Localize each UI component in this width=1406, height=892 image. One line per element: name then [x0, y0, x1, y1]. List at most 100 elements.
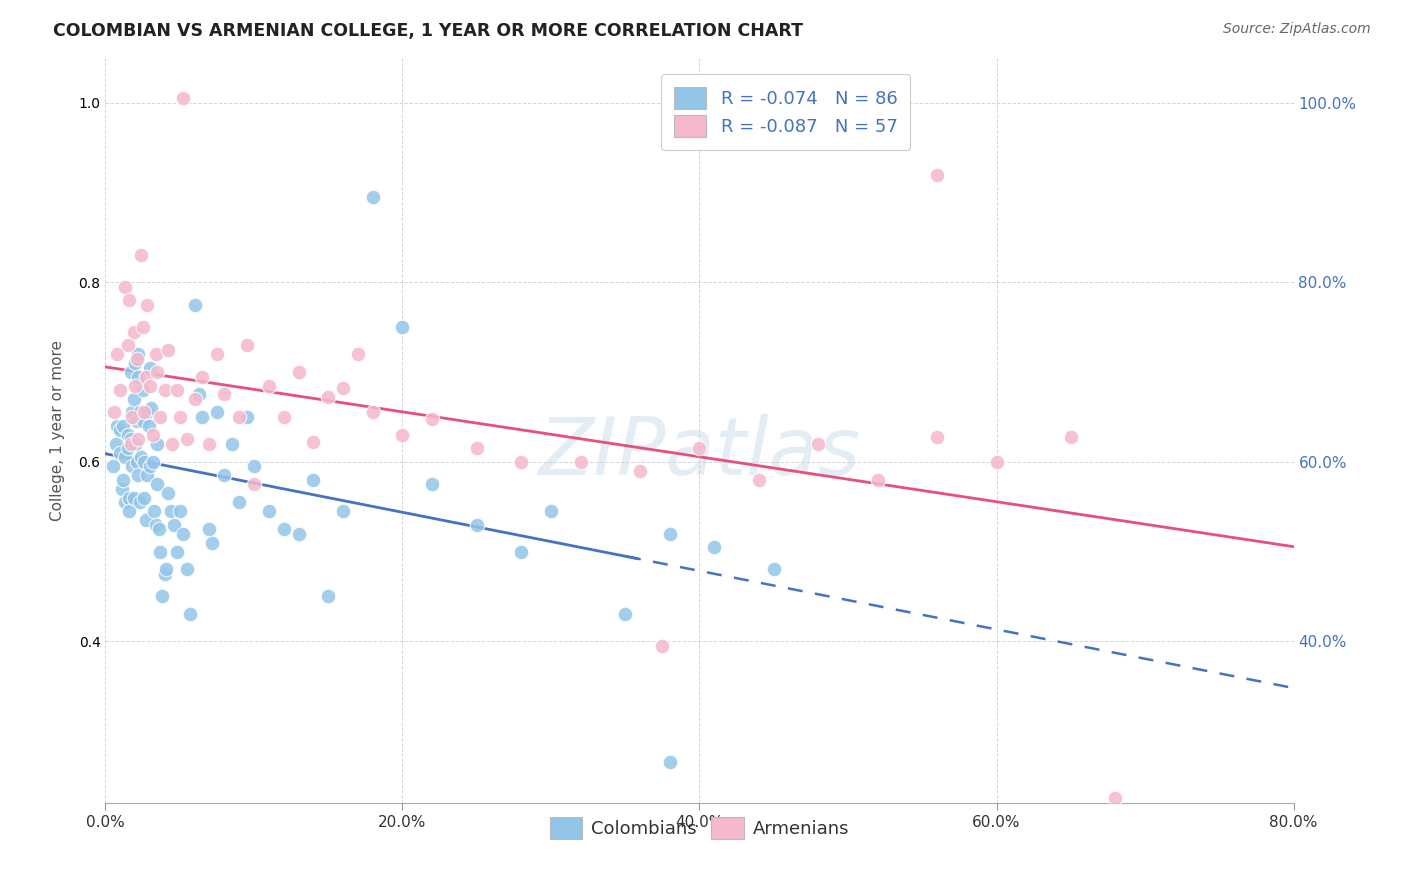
- Point: [139, 360, 162, 375]
- Point: [128, 495, 150, 509]
- Point: [391, 320, 413, 334]
- Point: [149, 409, 172, 424]
- Point: [228, 495, 250, 509]
- Point: [540, 504, 562, 518]
- Point: [131, 383, 153, 397]
- Point: [155, 562, 177, 576]
- Point: [162, 437, 184, 451]
- Point: [149, 544, 172, 558]
- Point: [146, 365, 169, 379]
- Point: [143, 504, 166, 518]
- Y-axis label: College, 1 year or more: College, 1 year or more: [49, 340, 65, 521]
- Point: [125, 414, 148, 428]
- Point: [807, 437, 830, 451]
- Point: [117, 428, 139, 442]
- Point: [703, 540, 725, 554]
- Point: [243, 477, 266, 491]
- Point: [866, 473, 889, 487]
- Point: [191, 369, 214, 384]
- Point: [176, 562, 198, 576]
- Point: [105, 347, 128, 361]
- Point: [136, 468, 159, 483]
- Point: [614, 607, 637, 622]
- Point: [142, 455, 165, 469]
- Point: [228, 409, 250, 424]
- Point: [146, 437, 169, 451]
- Point: [127, 369, 149, 384]
- Point: [131, 320, 153, 334]
- Point: [1060, 430, 1083, 444]
- Point: [748, 473, 770, 487]
- Point: [172, 91, 194, 105]
- Point: [111, 482, 134, 496]
- Point: [332, 381, 354, 395]
- Point: [121, 459, 143, 474]
- Point: [114, 495, 136, 509]
- Point: [101, 459, 124, 474]
- Point: [118, 293, 141, 308]
- Point: [153, 383, 176, 397]
- Point: [124, 437, 146, 451]
- Point: [110, 383, 132, 397]
- Point: [510, 455, 533, 469]
- Point: [121, 409, 143, 424]
- Point: [361, 405, 384, 419]
- Point: [166, 383, 188, 397]
- Point: [122, 325, 145, 339]
- Point: [205, 347, 228, 361]
- Point: [136, 405, 159, 419]
- Point: [361, 190, 384, 204]
- Point: [510, 544, 533, 558]
- Point: [135, 369, 157, 384]
- Point: [628, 464, 651, 478]
- Point: [569, 455, 592, 469]
- Point: [132, 491, 155, 505]
- Point: [129, 248, 152, 262]
- Point: [391, 428, 413, 442]
- Point: [658, 526, 681, 541]
- Point: [148, 522, 170, 536]
- Point: [927, 430, 949, 444]
- Point: [127, 433, 149, 447]
- Point: [121, 405, 143, 419]
- Point: [139, 378, 162, 392]
- Point: [103, 405, 125, 419]
- Point: [104, 437, 127, 451]
- Point: [124, 356, 146, 370]
- Point: [131, 414, 153, 428]
- Point: [179, 607, 201, 622]
- Text: Source: ZipAtlas.com: Source: ZipAtlas.com: [1223, 22, 1371, 37]
- Point: [191, 409, 214, 424]
- Point: [118, 504, 141, 518]
- Point: [198, 437, 221, 451]
- Point: [125, 455, 148, 469]
- Point: [156, 486, 179, 500]
- Point: [112, 418, 135, 433]
- Point: [153, 566, 176, 581]
- Point: [138, 418, 160, 433]
- Point: [142, 428, 165, 442]
- Point: [347, 347, 370, 361]
- Point: [163, 517, 186, 532]
- Point: [139, 459, 162, 474]
- Point: [257, 504, 280, 518]
- Point: [214, 468, 236, 483]
- Point: [287, 526, 309, 541]
- Point: [169, 409, 191, 424]
- Point: [316, 590, 339, 604]
- Legend: Colombians, Armenians: Colombians, Armenians: [543, 809, 856, 846]
- Point: [156, 343, 179, 357]
- Point: [166, 544, 188, 558]
- Point: [120, 365, 142, 379]
- Point: [105, 418, 128, 433]
- Point: [146, 477, 169, 491]
- Point: [110, 423, 132, 437]
- Point: [235, 409, 257, 424]
- Point: [118, 491, 141, 505]
- Point: [221, 437, 243, 451]
- Point: [762, 562, 785, 576]
- Point: [136, 298, 159, 312]
- Point: [658, 756, 681, 770]
- Point: [132, 455, 155, 469]
- Point: [120, 433, 142, 447]
